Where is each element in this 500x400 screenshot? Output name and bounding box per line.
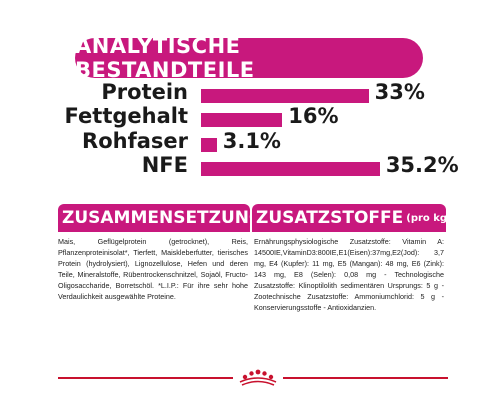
analysis-value: 33% [374,80,425,104]
additives-header: ZUSATZSTOFFE (pro kg) [252,204,446,232]
analysis-list: Protein 33% Fettgehalt 16% Rohfaser 3.1%… [0,80,500,181]
analysis-bar [201,113,283,127]
analysis-row-nfe: NFE 35.2% [0,153,500,181]
composition-header: ZUSAMMENSETZUNG [58,204,250,232]
analysis-bar [201,138,217,152]
additives-title-suffix: (pro kg) [406,212,446,224]
additives-text: Ernährungsphysiologische Zusatzstoffe: V… [254,237,444,312]
analysis-label: Rohfaser [82,129,188,153]
footer-divider-left [58,377,233,379]
analysis-value: 35.2% [385,153,459,177]
royal-canin-crown-icon [239,369,277,386]
additives-title: ZUSATZSTOFFE [256,208,404,228]
analysis-label: Protein [101,80,188,104]
analysis-bar [201,89,369,103]
analysis-row-fat: Fettgehalt 16% [0,104,500,132]
analysis-row-fiber: Rohfaser 3.1% [0,129,500,157]
analysis-value: 16% [288,104,339,128]
analysis-title: ANALYTISCHE BESTANDTEILE [75,34,255,82]
analysis-value: 3.1% [222,129,281,153]
analysis-label: NFE [141,153,188,177]
analysis-label: Fettgehalt [64,104,188,128]
analysis-row-protein: Protein 33% [0,80,500,108]
composition-text: Mais, Geflügelprotein (getrocknet), Reis… [58,237,248,301]
analysis-header: ANALYTISCHE BESTANDTEILE [75,34,423,82]
composition-title: ZUSAMMENSETZUNG [62,208,250,228]
footer-divider-right [283,377,448,379]
analysis-bar [201,162,380,176]
